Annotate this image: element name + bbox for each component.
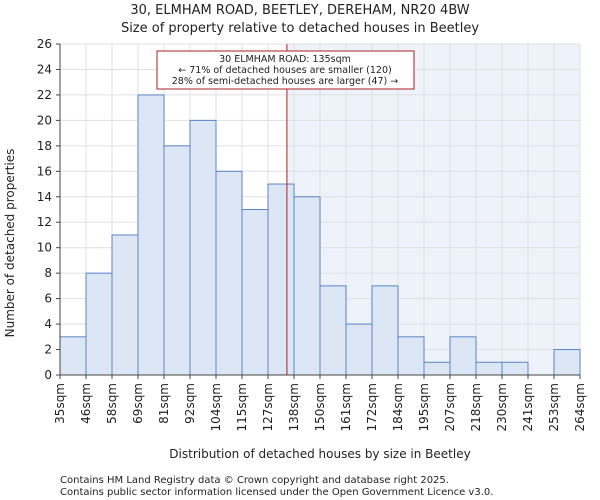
bar-207sqm (449, 336, 477, 376)
x-tick-label-127sqm: 127sqm (261, 383, 275, 431)
bar-35sqm (59, 336, 87, 376)
x-tick-label-218sqm: 218sqm (469, 383, 483, 431)
bar-195sqm (423, 361, 451, 376)
x-tick-labels: 35sqm 46sqm 58sqm 69sqm 81sqm 92sqm 104sqm 115s… (53, 375, 587, 431)
x-tick-label-69sqm: 69sqm (131, 383, 145, 424)
bar-230sqm (501, 361, 529, 376)
bar-184sqm (397, 336, 425, 376)
x-tick-label-207sqm: 207sqm (443, 383, 457, 431)
annotation-line1: 30 ELMHAM ROAD: 135sqm (219, 54, 351, 65)
x-tick-label-195sqm: 195sqm (417, 383, 431, 431)
annotation-frame (156, 50, 415, 90)
x-tick-label-138sqm: 138sqm (287, 383, 301, 431)
chart-title-line1: 30, ELMHAM ROAD, BEETLEY, DEREHAM, NR20 … (130, 3, 469, 18)
bar-127sqm (267, 183, 295, 376)
y-tick-label-12: 12 (37, 215, 52, 229)
bar-104sqm (215, 170, 243, 376)
annotation-line2: ← 71% of detached houses are smaller (12… (178, 65, 391, 76)
x-tick-label-46sqm: 46sqm (79, 383, 93, 424)
x-tick-label-58sqm: 58sqm (105, 383, 119, 424)
x-tick-label-161sqm: 161sqm (339, 383, 353, 431)
x-tick-label-92sqm: 92sqm (183, 383, 197, 424)
y-tick-label-20: 20 (37, 113, 52, 127)
bar-115sqm (241, 209, 269, 376)
y-tick-label-24: 24 (37, 62, 52, 76)
bar-150sqm (319, 285, 347, 376)
y-tick-label-14: 14 (37, 190, 52, 204)
bar-253sqm (553, 349, 581, 376)
y-tick-label-10: 10 (37, 241, 52, 255)
y-tick-label-2: 2 (44, 343, 52, 357)
x-tick-label-230sqm: 230sqm (495, 383, 509, 431)
y-tick-label-16: 16 (37, 164, 52, 178)
x-tick-label-115sqm: 115sqm (235, 383, 249, 431)
bar-58sqm (111, 234, 139, 376)
x-tick-label-172sqm: 172sqm (365, 383, 379, 431)
footer-line2: Contains public sector information licen… (60, 487, 493, 498)
y-tick-label-4: 4 (44, 317, 52, 331)
bar-138sqm (293, 196, 321, 376)
bar-81sqm (163, 145, 191, 376)
bar-218sqm (475, 361, 503, 376)
annotation-line3: 28% of semi-detached houses are larger (… (172, 76, 399, 87)
y-tick-label-26: 26 (37, 37, 52, 51)
bar-69sqm (137, 94, 165, 376)
bar-172sqm (371, 285, 399, 376)
x-tick-label-253sqm: 253sqm (547, 383, 561, 431)
x-tick-label-184sqm: 184sqm (391, 383, 405, 431)
x-tick-label-150sqm: 150sqm (313, 383, 327, 431)
bars (59, 94, 581, 376)
chart-title-line2: Size of property relative to detached ho… (121, 21, 479, 36)
x-tick-label-104sqm: 104sqm (209, 383, 223, 431)
y-tick-label-22: 22 (37, 88, 52, 102)
x-tick-label-35sqm: 35sqm (53, 383, 67, 424)
bar-161sqm (345, 323, 373, 376)
y-tick-label-0: 0 (44, 368, 52, 382)
x-tick-label-264sqm: 264sqm (573, 383, 587, 431)
annotation-box: 30 ELMHAM ROAD: 135sqm ← 71% of detached… (156, 50, 415, 90)
x-axis-label: Distribution of detached houses by size … (169, 447, 470, 461)
bar-46sqm (85, 272, 113, 376)
y-tick-label-18: 18 (37, 139, 52, 153)
bar-92sqm (189, 119, 217, 376)
y-tick-label-8: 8 (44, 266, 52, 280)
y-axis-label: Number of detached properties (3, 149, 17, 338)
y-tick-label-6: 6 (44, 292, 52, 306)
footer-line1: Contains HM Land Registry data © Crown c… (60, 475, 449, 486)
x-tick-label-241sqm: 241sqm (521, 383, 535, 431)
x-tick-label-81sqm: 81sqm (157, 383, 171, 424)
